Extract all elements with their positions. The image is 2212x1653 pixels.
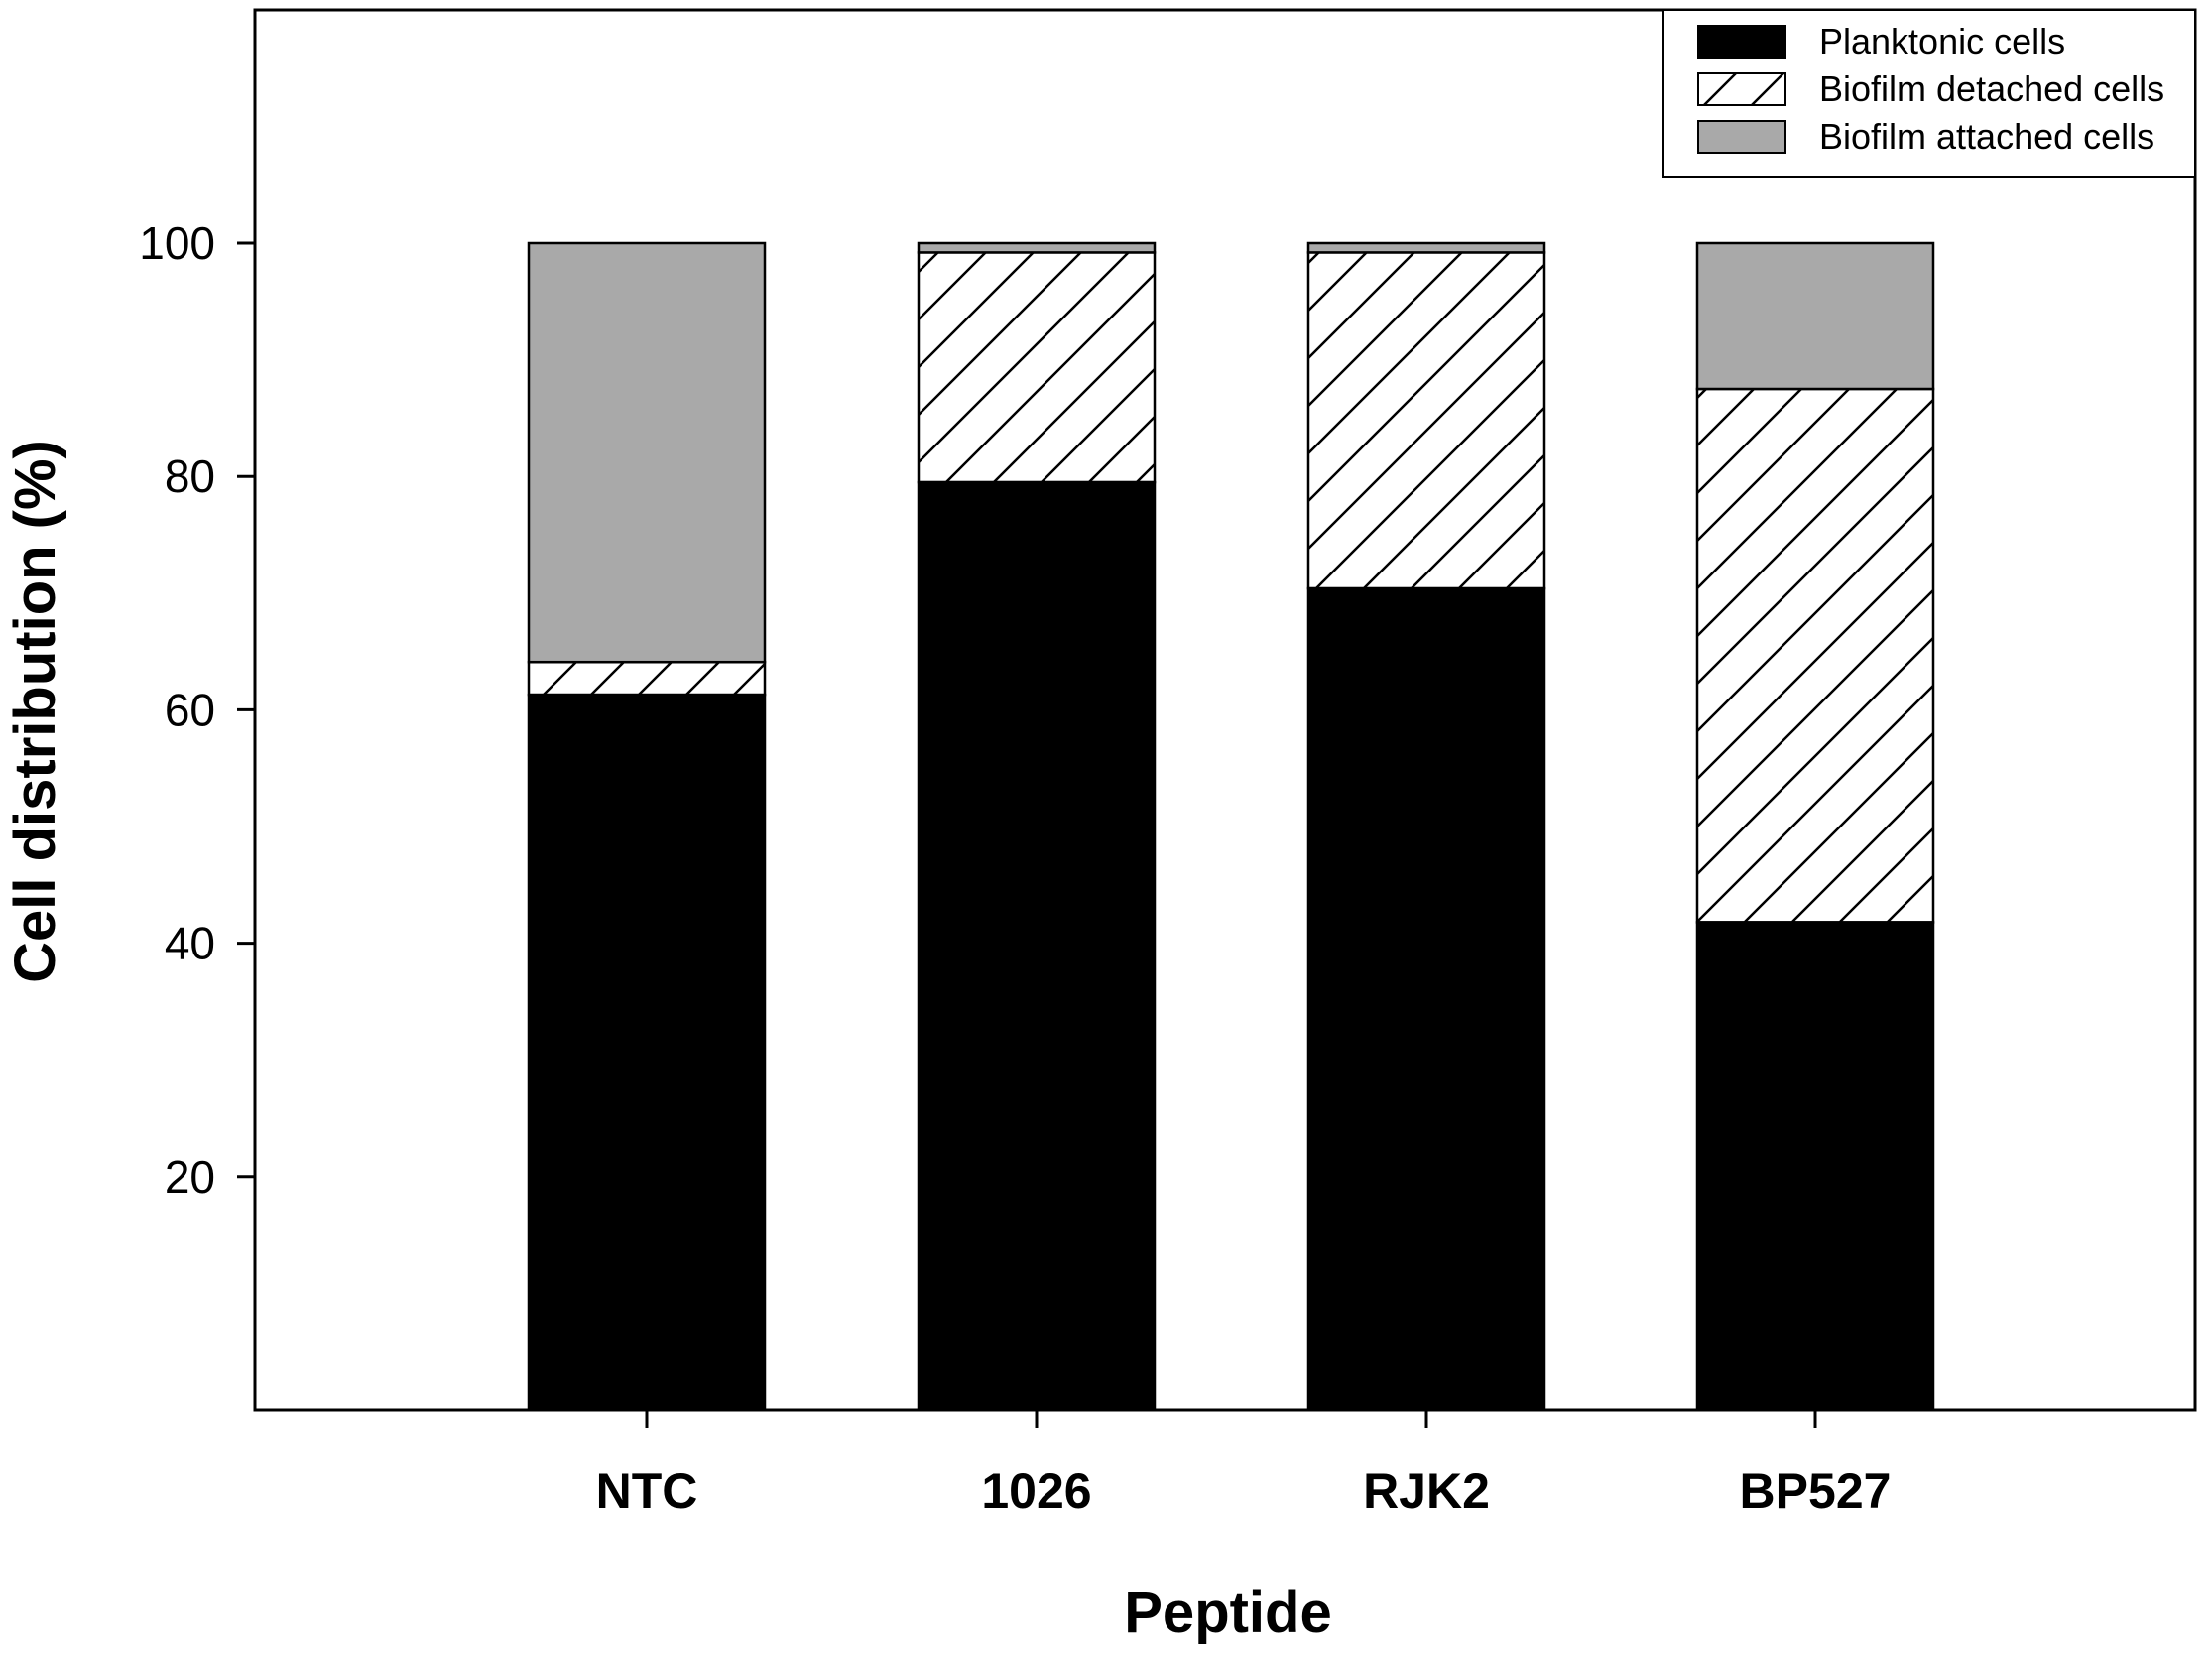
y-axis-title: Cell distribution (%) xyxy=(3,440,67,983)
bar-segment-attached xyxy=(527,241,767,664)
bar-stack-bp527 xyxy=(1695,241,1935,1412)
bar-segment-detached xyxy=(527,660,767,697)
x-axis-ticks: NTC 1026 RJK2 BP527 xyxy=(596,1410,1892,1519)
bar-segment-planktonic xyxy=(1695,921,1935,1412)
legend-label: Biofilm detached cells xyxy=(1819,68,2164,109)
legend-label: Planktonic cells xyxy=(1819,21,2065,62)
y-tick-label: 40 xyxy=(165,918,215,969)
x-tick-label: 1026 xyxy=(981,1463,1091,1519)
legend-swatch xyxy=(1697,120,1786,154)
legend-entry: Biofilm detached cells xyxy=(1697,68,2164,109)
y-axis-ticks: 20 40 60 80 100 xyxy=(139,217,255,1203)
bar-segment-detached xyxy=(1306,251,1546,590)
legend-swatch xyxy=(1697,72,1786,106)
y-tick-label: 20 xyxy=(165,1151,215,1203)
bar-segment-planktonic xyxy=(1306,586,1546,1412)
y-tick-label: 60 xyxy=(165,684,215,735)
bar-segment-detached xyxy=(917,251,1157,484)
x-tick-label: NTC xyxy=(596,1463,698,1519)
bar-stacks xyxy=(527,241,1935,1412)
y-tick-label: 100 xyxy=(139,217,215,269)
legend-entry: Biofilm attached cells xyxy=(1697,116,2154,157)
bar-stack-rjk2 xyxy=(1306,241,1546,1412)
bar-segment-detached xyxy=(1695,387,1935,924)
legend: Planktonic cells Biofilm detached cells Bi… xyxy=(1662,9,2196,178)
bar-stack-1026 xyxy=(917,241,1157,1412)
x-axis-title: Peptide xyxy=(1124,1581,1332,1645)
bar-segment-attached xyxy=(917,241,1157,254)
x-tick-label: BP527 xyxy=(1740,1463,1892,1519)
bar-segment-planktonic xyxy=(917,480,1157,1412)
bar-segment-planktonic xyxy=(527,693,767,1412)
legend-swatch xyxy=(1697,25,1786,59)
x-tick-label: RJK2 xyxy=(1363,1463,1490,1519)
bar-segment-attached xyxy=(1306,241,1546,254)
bar-segment-attached xyxy=(1695,241,1935,391)
y-tick-label: 80 xyxy=(165,450,215,502)
legend-entry: Planktonic cells xyxy=(1697,21,2065,62)
bar-stack-ntc xyxy=(527,241,767,1412)
legend-label: Biofilm attached cells xyxy=(1819,116,2154,157)
